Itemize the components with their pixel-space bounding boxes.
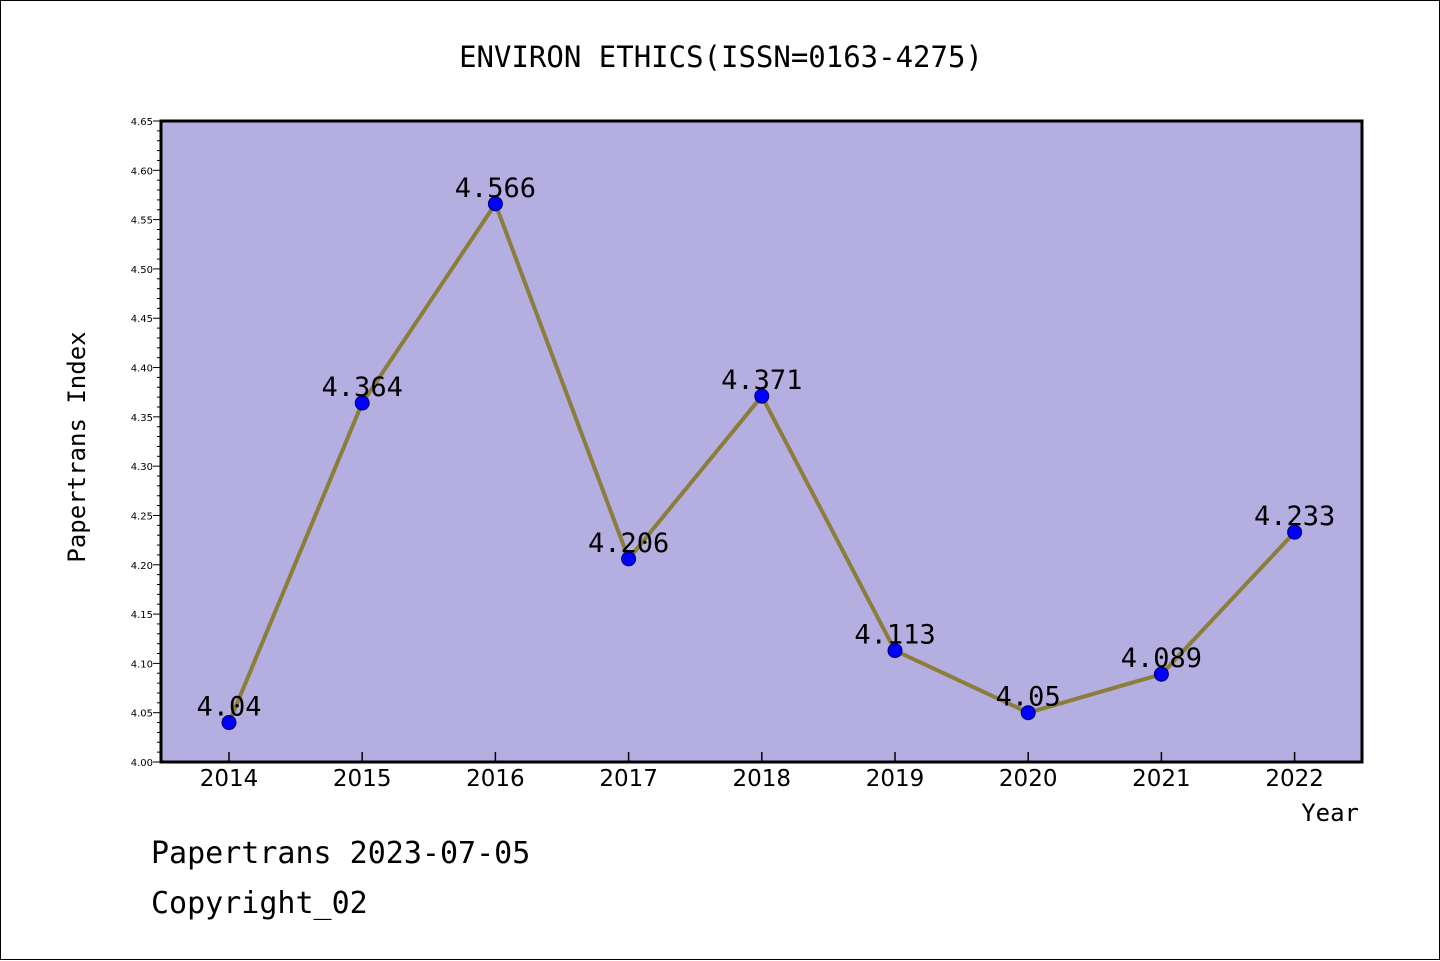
y-tick-label: 4.35 xyxy=(131,413,153,424)
plot-area xyxy=(161,121,1362,762)
y-tick-label: 4.15 xyxy=(131,610,153,621)
data-label: 4.364 xyxy=(322,372,403,403)
y-tick-label: 4.40 xyxy=(131,364,153,375)
y-tick-label: 4.60 xyxy=(131,166,153,177)
marker-group xyxy=(221,196,1303,731)
y-tick-label: 4.00 xyxy=(131,758,153,769)
footer-copyright: Copyright_02 xyxy=(151,886,368,921)
x-tick-label: 2022 xyxy=(1265,766,1324,792)
y-tick-label: 4.25 xyxy=(131,511,153,522)
chart-title: ENVIRON ETHICS(ISSN=0163-4275) xyxy=(459,40,983,74)
x-axis xyxy=(228,752,1296,762)
data-label: 4.233 xyxy=(1254,501,1335,532)
x-tick-label: 2018 xyxy=(733,766,792,792)
data-label: 4.089 xyxy=(1121,643,1202,674)
x-axis-label: Year xyxy=(1301,799,1359,827)
data-point xyxy=(1287,524,1303,540)
x-tick-label: 2014 xyxy=(200,766,259,792)
data-point xyxy=(621,551,637,567)
data-label: 4.371 xyxy=(721,365,802,396)
x-tick-label: 2021 xyxy=(1132,766,1191,792)
x-tick-label: 2020 xyxy=(999,766,1058,792)
footer-date: Papertrans 2023-07-05 xyxy=(151,836,531,871)
y-tick-label: 4.05 xyxy=(131,709,153,720)
data-label: 4.206 xyxy=(588,528,669,559)
y-axis-label: Papertrans Index xyxy=(63,331,91,562)
x-tick-label: 2017 xyxy=(599,766,658,792)
data-point xyxy=(754,388,770,404)
y-tick-label: 4.45 xyxy=(131,314,153,325)
data-label: 4.05 xyxy=(996,682,1061,713)
y-tick-label: 4.10 xyxy=(131,659,153,670)
data-point xyxy=(1020,705,1036,721)
data-point xyxy=(487,196,503,212)
x-tick-label: 2019 xyxy=(866,766,925,792)
x-tick-labels: 2014 2015 2016 2017 2018 2019 2020 2021 2022 xyxy=(200,766,1324,792)
x-tick-label: 2015 xyxy=(333,766,392,792)
data-point xyxy=(221,715,237,731)
y-tick-label: 4.50 xyxy=(131,265,153,276)
y-tick-labels: 4.00 4.05 4.10 4.15 4.20 4.25 4.30 4.35 4.40 4.45… xyxy=(131,117,153,769)
y-tick-label: 4.55 xyxy=(131,216,153,227)
data-point xyxy=(887,643,903,659)
plot-frame xyxy=(159,119,1364,764)
data-label-group: 4.04 4.364 4.566 4.206 4.371 4.113 4.05 4.089 4.… xyxy=(196,173,1335,723)
y-tick-label: 4.65 xyxy=(131,117,153,128)
y-tick-label: 4.30 xyxy=(131,462,153,473)
data-label: 4.04 xyxy=(196,692,261,723)
y-tick-label: 4.20 xyxy=(131,561,153,572)
x-tick-label: 2016 xyxy=(466,766,525,792)
data-point xyxy=(354,395,370,411)
data-label: 4.566 xyxy=(455,173,536,204)
data-point xyxy=(1153,666,1169,682)
data-label: 4.113 xyxy=(854,620,935,651)
